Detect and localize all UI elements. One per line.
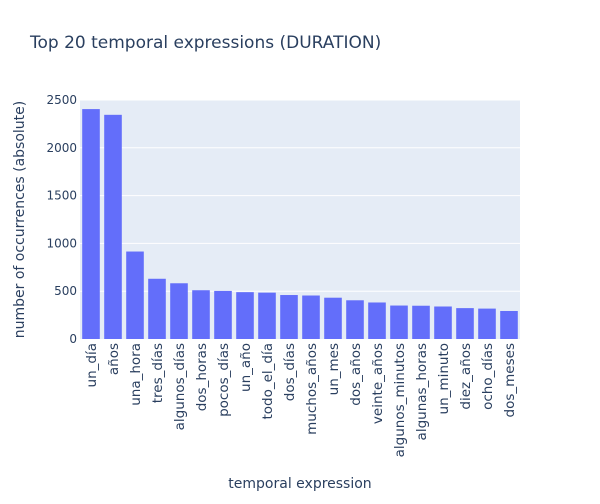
- x-tick-label: un_minuto: [436, 343, 452, 414]
- bar[interactable]: [192, 290, 210, 339]
- y-axis-ticks: 0 500 1000 1500 2000 2500: [46, 93, 77, 346]
- x-tick-label: dos_días: [282, 343, 298, 401]
- y-tick-label: 1000: [46, 236, 77, 250]
- bar[interactable]: [82, 109, 100, 339]
- bar[interactable]: [412, 305, 430, 339]
- x-tick-label: un_año: [238, 343, 254, 392]
- x-tick-label: tres_días: [150, 343, 166, 403]
- x-tick-label: dos_horas: [194, 343, 210, 411]
- bar[interactable]: [324, 297, 342, 339]
- chart-title: Top 20 temporal expressions (DURATION): [30, 33, 382, 53]
- x-tick-label: una_hora: [128, 343, 144, 406]
- bar[interactable]: [368, 302, 386, 339]
- bar[interactable]: [478, 308, 496, 339]
- bar[interactable]: [236, 292, 254, 339]
- x-tick-label: un_día: [84, 343, 100, 387]
- y-axis-label: number of occurrences (absolute): [12, 101, 28, 338]
- x-tick-label: algunos_minutos: [392, 343, 408, 457]
- y-tick-label: 500: [54, 284, 77, 298]
- x-tick-label: algunos_días: [172, 343, 188, 430]
- bar[interactable]: [500, 310, 518, 339]
- x-axis-ticks: un_día años una_hora tres_días algunos_días d…: [84, 343, 518, 457]
- bar[interactable]: [302, 295, 320, 339]
- bar[interactable]: [214, 290, 232, 339]
- y-tick-label: 1500: [46, 189, 77, 203]
- bar[interactable]: [346, 300, 364, 339]
- x-tick-label: pocos_días: [216, 343, 232, 417]
- y-tick-label: 2500: [46, 93, 77, 107]
- bar[interactable]: [258, 292, 276, 339]
- gridlines: [80, 99, 520, 292]
- bar[interactable]: [280, 295, 298, 339]
- y-tick-label: 2000: [46, 141, 77, 155]
- bar[interactable]: [148, 278, 166, 339]
- x-tick-label: veinte_años: [370, 343, 386, 424]
- x-tick-label: muchos_años: [304, 343, 320, 435]
- x-axis-label: temporal expression: [228, 476, 371, 492]
- x-tick-label: dos_meses: [502, 343, 518, 417]
- x-tick-label: diez_años: [458, 343, 474, 410]
- x-tick-label: ocho_días: [480, 343, 496, 410]
- bar[interactable]: [456, 308, 474, 339]
- x-tick-label: un_mes: [326, 343, 342, 395]
- plot-background: [80, 100, 520, 339]
- bar[interactable]: [434, 306, 452, 339]
- bar[interactable]: [170, 283, 188, 339]
- bars: [82, 109, 518, 340]
- x-tick-label: años: [106, 343, 122, 375]
- bar[interactable]: [104, 114, 122, 340]
- x-tick-label: dos_años: [348, 343, 364, 406]
- bar[interactable]: [390, 305, 408, 339]
- x-tick-label: todo_el_día: [260, 343, 276, 420]
- bar[interactable]: [126, 251, 144, 339]
- x-tick-label: algunas_horas: [414, 343, 430, 440]
- y-tick-label: 0: [69, 332, 77, 346]
